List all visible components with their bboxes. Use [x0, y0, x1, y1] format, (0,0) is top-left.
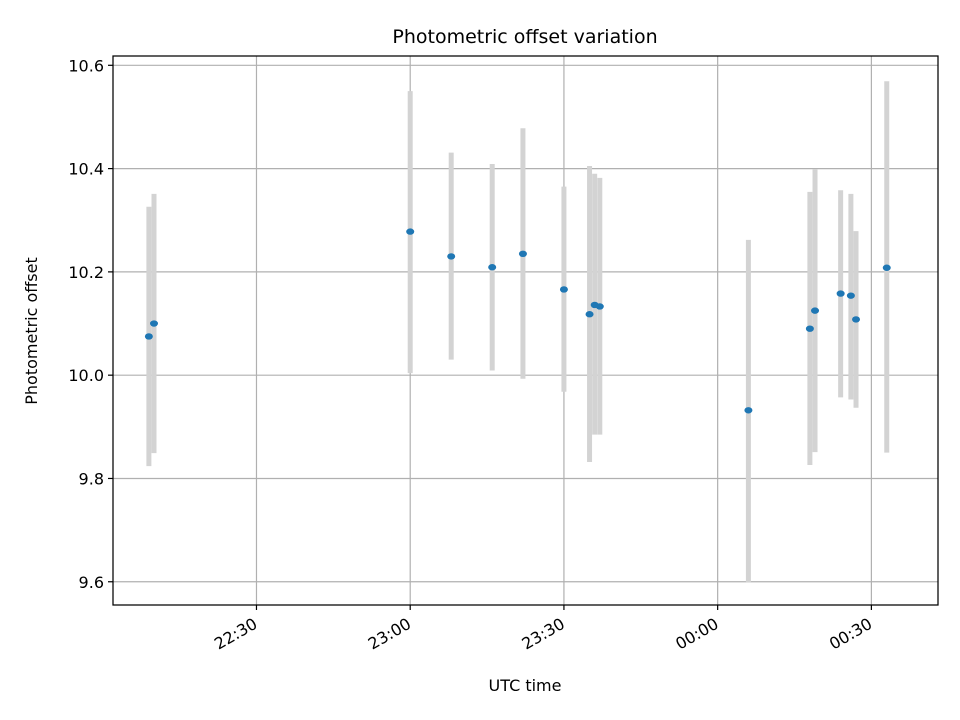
plot-frame	[112, 55, 939, 606]
data-point	[144, 333, 153, 340]
data-point	[744, 407, 753, 414]
chart-title: Photometric offset variation	[392, 26, 657, 48]
data-point	[836, 290, 845, 297]
x-tick-label: 23:00	[365, 614, 414, 654]
y-axis: 9.6 9.8 10.0 10.2 10.4 10.6	[68, 56, 113, 592]
y-axis-title: Photometric offset	[22, 257, 41, 405]
x-axis: 22:30 23:00 23:30 00:00 00:30	[211, 605, 875, 654]
data-point	[518, 250, 527, 258]
data-point	[585, 311, 594, 318]
data-point	[406, 228, 415, 235]
x-tick-label: 00:00	[672, 614, 721, 654]
data-point	[149, 320, 158, 327]
data-point	[805, 325, 814, 332]
x-tick-label: 00:30	[826, 614, 875, 654]
data-point	[882, 264, 891, 271]
y-tick-label: 10.2	[68, 263, 104, 282]
data-point	[852, 316, 861, 323]
y-tick-label: 9.8	[79, 469, 104, 488]
y-tick-label: 10.6	[68, 56, 104, 75]
data-point	[846, 292, 855, 299]
x-axis-title: UTC time	[489, 676, 562, 695]
error-bars	[146, 81, 890, 583]
data-point	[488, 264, 497, 271]
data-point	[559, 286, 568, 293]
x-tick-label: 23:30	[518, 614, 567, 654]
x-tick-label: 22:30	[211, 614, 260, 654]
data-point	[447, 253, 456, 260]
data-points	[144, 228, 891, 414]
data-point	[811, 307, 820, 314]
data-point	[595, 303, 604, 310]
y-tick-label: 10.4	[68, 160, 104, 179]
y-tick-label: 9.6	[79, 573, 104, 592]
y-tick-label: 10.0	[68, 366, 104, 385]
